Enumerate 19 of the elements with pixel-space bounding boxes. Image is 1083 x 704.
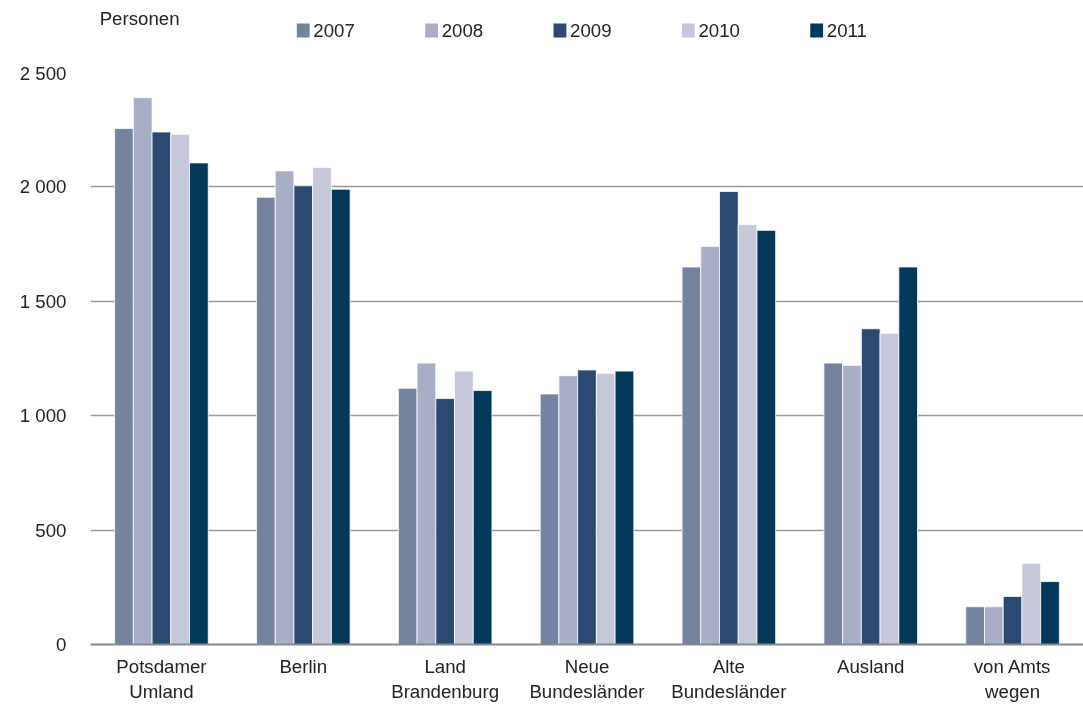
y-tick-label: 1 500 [19,290,67,312]
x-tick-label: Land Brandenburg [391,655,500,702]
y-tick-label: 1 000 [19,405,67,427]
legend-label: 2010 [698,20,740,41]
legend-label: 2011 [826,20,867,41]
legend-label: 2009 [570,20,612,41]
x-tick-label: Alte Bundesländer [671,655,787,702]
legend-label: 2008 [441,20,484,41]
y-tick-label: 500 [35,519,67,541]
x-tick-label: Potsdamer Umland [116,655,207,702]
y-axis-title: Personen [99,8,180,29]
x-tick-label: Berlin [279,655,328,677]
x-tick-label: Ausland [837,655,905,677]
y-tick-label: 2 500 [19,62,67,84]
y-tick-label: 2 000 [19,176,67,198]
x-tick-label: von Amts wegen [973,655,1051,702]
x-tick-label: Neue Bundesländer [529,655,645,702]
legend-label: 2007 [313,20,355,41]
y-tick-label: 0 [56,634,67,655]
